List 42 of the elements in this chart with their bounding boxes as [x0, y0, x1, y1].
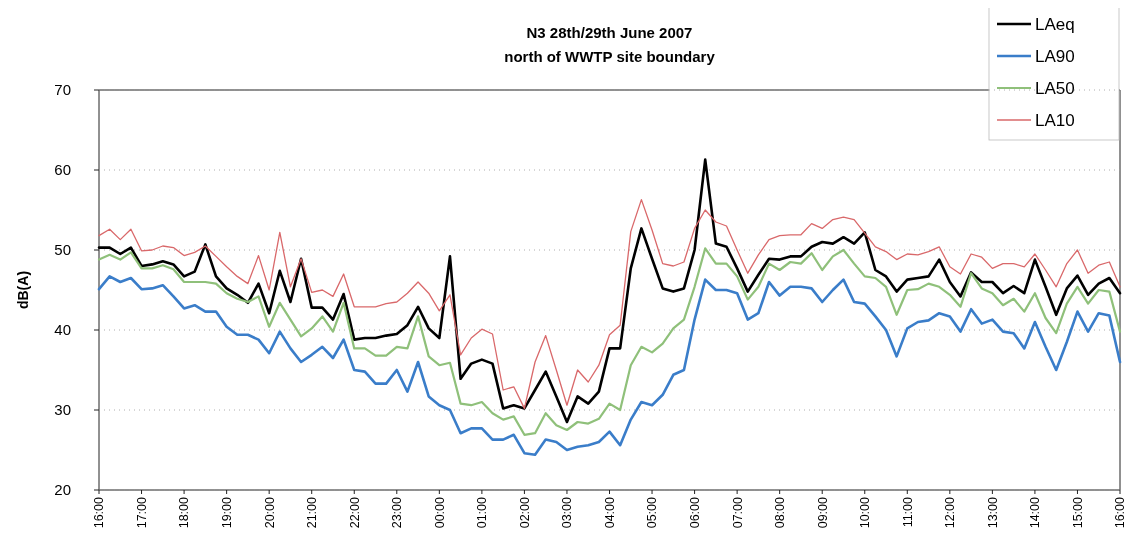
chart-subtitle: north of WWTP site boundary — [504, 48, 716, 65]
x-tick-label: 16:00 — [92, 496, 107, 529]
x-tick-label: 09:00 — [815, 496, 830, 529]
x-tick-label: 14:00 — [1028, 496, 1043, 529]
x-tick-label: 00:00 — [432, 496, 447, 529]
x-tick-label: 15:00 — [1070, 496, 1085, 529]
y-tick-label: 40 — [54, 321, 71, 339]
x-tick-label: 02:00 — [517, 496, 532, 529]
y-tick-label: 20 — [54, 481, 71, 499]
chart-title: N3 28th/29th June 2007 — [526, 24, 693, 41]
legend-label: LA10 — [1035, 110, 1075, 130]
x-tick-label: 06:00 — [687, 496, 702, 529]
x-tick-label: 17:00 — [134, 496, 149, 529]
x-tick-label: 12:00 — [943, 496, 958, 529]
y-tick-label: 30 — [54, 401, 71, 419]
y-tick-label: 50 — [54, 241, 71, 259]
x-tick-label: 07:00 — [730, 496, 745, 529]
x-tick-label: 21:00 — [305, 496, 320, 529]
x-tick-label: 19:00 — [220, 496, 234, 529]
line-series — [97, 247, 1122, 436]
legend-label: LA50 — [1035, 78, 1075, 98]
x-tick-label: 05:00 — [645, 496, 660, 529]
x-tick-label: 20:00 — [262, 496, 277, 529]
line-series — [97, 275, 1122, 457]
x-tick-label: 16:00 — [1113, 496, 1128, 529]
x-tick-label: 13:00 — [985, 496, 1000, 529]
legend-label: LAeq — [1035, 14, 1075, 34]
x-tick-label: 18:00 — [177, 496, 192, 529]
y-tick-label: 70 — [54, 81, 71, 99]
x-tick-label: 08:00 — [773, 496, 788, 529]
x-tick-label: 11:00 — [900, 496, 915, 528]
legend-label: LA90 — [1035, 46, 1075, 66]
x-tick-label: 04:00 — [602, 496, 617, 529]
y-axis-title: dB(A) — [15, 270, 31, 310]
x-tick-label: 01:00 — [475, 496, 490, 529]
y-tick-label: 60 — [54, 161, 71, 179]
x-tick-label: 10:00 — [858, 496, 873, 529]
x-tick-label: 03:00 — [560, 496, 575, 529]
x-tick-label: 23:00 — [390, 496, 405, 529]
line-series — [97, 158, 1122, 424]
line-series — [98, 198, 1121, 410]
x-tick-label: 22:00 — [347, 496, 362, 529]
